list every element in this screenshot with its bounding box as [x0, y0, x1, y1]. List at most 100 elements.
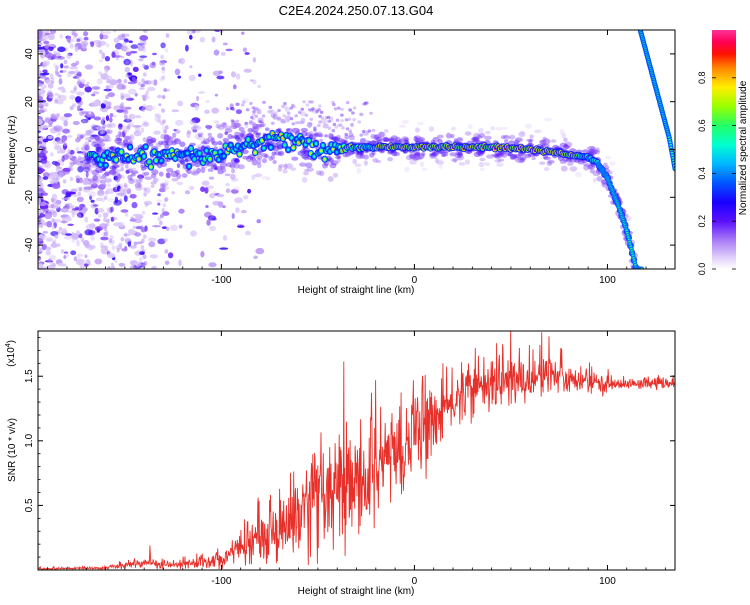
- spectrogram-blob: [450, 126, 456, 131]
- spectrogram-blob: [234, 131, 242, 137]
- spectrogram-blob: [395, 136, 401, 142]
- spectrogram-blob: [362, 130, 366, 134]
- spectrogram-blob: [105, 43, 110, 48]
- spectrogram-blob: [123, 129, 128, 134]
- spectrogram-blob: [81, 78, 86, 84]
- spectrogram-blob: [314, 142, 318, 146]
- spectrogram-blob: [509, 134, 516, 140]
- spectrogram-blob: [94, 154, 97, 158]
- spectrogram-blob: [224, 131, 228, 135]
- spectrogram-blob: [506, 151, 512, 157]
- spectrogram-x-label: Height of straight line (km): [298, 285, 415, 296]
- spectrogram-blob: [497, 151, 502, 156]
- spectrogram-blob: [403, 137, 409, 142]
- spectrogram-blob: [46, 92, 54, 98]
- spectrogram-blob: [313, 128, 317, 132]
- spectrogram-blob: [69, 176, 74, 182]
- spectrogram-blob: [38, 176, 41, 182]
- spectrogram-blob: [442, 151, 449, 157]
- spectrogram-blob: [284, 115, 292, 121]
- spectrogram-blob: [253, 255, 258, 260]
- spectrogram-blob: [592, 170, 601, 177]
- spectrogram-blob: [237, 225, 245, 228]
- spectrogram-blob: [250, 115, 254, 119]
- spectrogram-blob: [340, 113, 344, 117]
- spectrogram-blob: [413, 153, 421, 160]
- spectrogram-blob: [166, 167, 174, 173]
- spectrogram-blob: [546, 161, 553, 167]
- spectrogram-blob: [405, 155, 414, 161]
- spectrogram-blob: [270, 109, 275, 113]
- spectrogram-blob: [127, 228, 135, 235]
- spectrogram-blob: [204, 109, 210, 114]
- spectrogram-blob: [48, 43, 56, 47]
- spectrogram-blob: [219, 166, 226, 170]
- snr-panel: -100 0 100 0.5 1.0 1.5 Height of straight li…: [5, 330, 676, 597]
- spectrogram-blob: [185, 44, 189, 52]
- spectrogram-blob: [69, 43, 74, 49]
- spectrogram-blob: [457, 152, 463, 156]
- spectrogram-blob: [206, 126, 212, 131]
- spectrogram-blob: [539, 161, 546, 165]
- spectrogram-blob: [188, 186, 195, 190]
- spectrogram-blob: [479, 157, 486, 162]
- spectrogram-blob: [174, 119, 184, 126]
- spectrogram-blob: [244, 121, 248, 125]
- spectrogram-blob: [125, 169, 134, 173]
- spectrogram-blob: [224, 173, 231, 177]
- spectrogram-blob: [436, 160, 444, 165]
- spectrogram-blob: [139, 257, 143, 262]
- spectrogram-blob: [110, 206, 114, 213]
- snr-y-tick-label: 1.5: [24, 369, 35, 383]
- spectrogram-blob: [184, 190, 191, 195]
- spectrogram-blob: [96, 190, 103, 197]
- spectrogram-blob: [261, 176, 270, 180]
- spectrogram-blob: [85, 223, 95, 231]
- spectrogram-blob: [242, 47, 248, 53]
- spectrogram-blob: [529, 134, 534, 139]
- spectrogram-blob: [222, 234, 228, 241]
- spectrogram-blob: [124, 135, 132, 141]
- spectrogram-blob: [149, 165, 153, 169]
- snr-multiplier-exponent: 4: [5, 343, 12, 347]
- spectrogram-blob: [50, 261, 54, 267]
- spectrogram-blob: [339, 123, 343, 127]
- spectrogram-blob: [107, 92, 115, 98]
- spectrogram-blob: [107, 197, 114, 203]
- spectrogram-blob: [332, 147, 335, 151]
- spectrogram-blob: [246, 137, 250, 141]
- spectrogram-blob: [326, 115, 331, 119]
- spectrogram-blob: [56, 176, 60, 182]
- colorbar-gradient: [712, 30, 736, 269]
- spectrogram-blob: [54, 99, 58, 104]
- spectrogram-blob: [47, 120, 53, 124]
- colorbar-tick-label: 0.6: [697, 119, 707, 132]
- spectrogram-blob: [519, 156, 527, 161]
- spectrogram-blob: [122, 41, 127, 46]
- spectrogram-blob: [91, 169, 100, 176]
- spectrogram-blob: [177, 100, 184, 107]
- spectrogram-blob: [218, 70, 223, 75]
- spectrogram-blob: [144, 202, 149, 207]
- spectrogram-blob: [456, 154, 465, 161]
- spectrogram-blob: [70, 62, 78, 67]
- spectrogram-blob: [372, 158, 379, 163]
- spectrogram-blob: [165, 33, 170, 38]
- spectrogram-blob: [118, 262, 126, 267]
- spectrogram-blob: [507, 152, 514, 157]
- spectrogram-blob: [272, 160, 277, 164]
- spectrogram-blob: [112, 166, 117, 171]
- spectrogram-blob: [238, 152, 241, 156]
- spectrogram-blob: [150, 106, 157, 110]
- spectrogram-blob: [336, 158, 341, 163]
- spectrogram-blob: [206, 219, 211, 226]
- snr-x-label: Height of straight line (km): [298, 586, 415, 597]
- spectrogram-blob: [193, 124, 199, 129]
- spectrogram-blob: [205, 205, 209, 208]
- spectrogram-blob: [307, 108, 312, 112]
- spectrogram-blob: [38, 130, 41, 133]
- spectrogram-blob: [300, 118, 306, 123]
- spectrogram-blob: [38, 152, 46, 158]
- spectrogram-blob: [565, 157, 573, 163]
- spectrogram-panel: -100 0 100 -40 -20 0 20 40 Height of straight …: [7, 29, 676, 296]
